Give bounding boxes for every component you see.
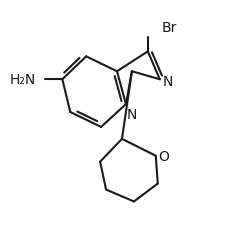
Text: O: O — [159, 149, 170, 163]
Text: N: N — [163, 75, 173, 89]
Text: N: N — [127, 108, 137, 122]
Text: H₂N: H₂N — [9, 73, 36, 87]
Text: Br: Br — [162, 21, 177, 35]
